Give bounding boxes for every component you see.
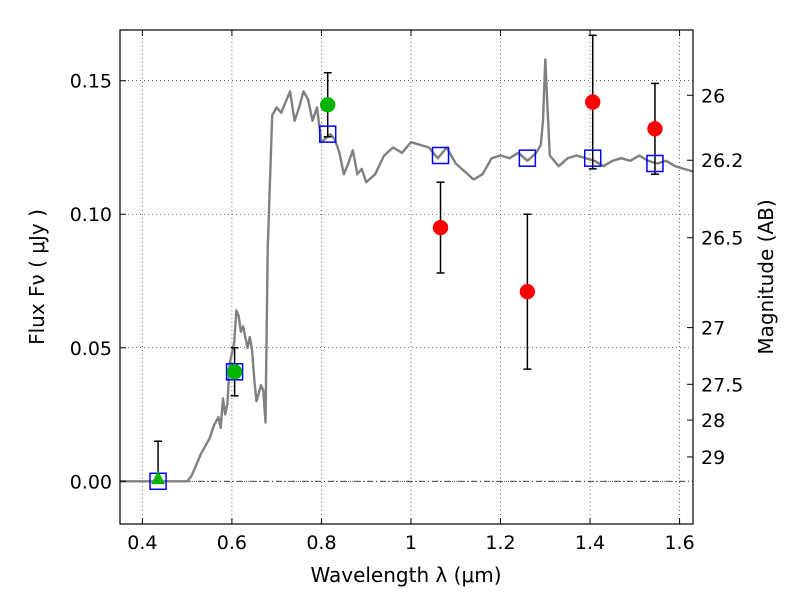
model-sed-line: [120, 58, 694, 483]
right-tick-label: 28: [701, 410, 725, 432]
x-tick-label: 1.2: [485, 532, 515, 554]
grid-lines: [120, 30, 693, 524]
y-tick-label: 0.05: [70, 338, 112, 360]
observed-point: [432, 219, 449, 236]
x-tick-label: 1.4: [575, 532, 605, 554]
x-tick-label: 1: [405, 532, 417, 554]
model-photometry-square: [518, 149, 537, 167]
error-bars: [154, 34, 659, 482]
right-tick-label: 26.5: [701, 228, 743, 250]
y-axis-title: Flux Fν ( μJy ): [25, 209, 49, 345]
observed-point: [226, 364, 243, 380]
axis-ticks: 0.4 0.6 0.8 1 1.2 1.4 1.6 0.00 0.05 0.10 0.15 26 26.…: [70, 30, 743, 554]
right-tick-label: 26.2: [701, 150, 743, 172]
x-axis-title: Wavelength λ (μm): [310, 563, 501, 587]
y-tick-label: 0.10: [70, 204, 112, 226]
x-tick-label: 0.8: [306, 532, 336, 554]
model-photometry-square: [225, 363, 244, 381]
observed-point: [584, 94, 601, 110]
model-photometry-square: [646, 154, 664, 173]
model-photometry-square: [431, 146, 450, 165]
observed-point: [319, 97, 336, 113]
y-tick-label: 0.00: [70, 471, 112, 493]
right-tick-label: 26: [701, 85, 725, 107]
plot-frame: [119, 29, 694, 525]
right-axis-title: Magnitude (AB): [754, 199, 778, 354]
y-tick-label: 0.15: [70, 71, 112, 93]
model-sed-path: [120, 58, 694, 483]
right-tick-label: 27.5: [701, 374, 743, 396]
model-photometry-square: [583, 149, 602, 167]
upper-limit-triangle: [151, 470, 165, 485]
x-tick-label: 1.6: [664, 532, 694, 554]
observed-point: [647, 121, 663, 137]
x-tick-label: 0.4: [127, 532, 157, 554]
model-photometry-square: [318, 125, 337, 143]
observed-point: [519, 283, 536, 300]
x-tick-label: 0.6: [217, 532, 247, 554]
right-tick-label: 27: [701, 318, 725, 340]
data-markers: [149, 94, 664, 491]
right-tick-label: 29: [701, 447, 725, 469]
